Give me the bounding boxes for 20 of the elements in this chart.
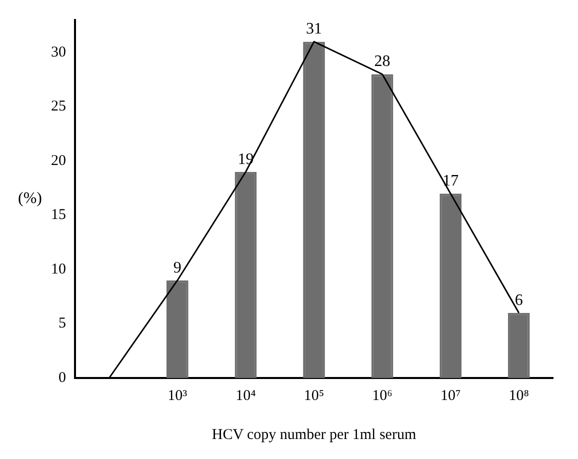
- y-tick-label: 25: [51, 98, 66, 115]
- y-tick-label: 15: [51, 207, 66, 224]
- data-label: 31: [306, 20, 322, 38]
- y-tick-label: 5: [58, 316, 66, 332]
- x-tick-label: 10⁸: [508, 388, 529, 404]
- x-tick-label: 10⁴: [236, 388, 256, 404]
- data-label: 17: [442, 172, 459, 190]
- data-label: 9: [173, 259, 182, 276]
- x-tick-label: 10⁵: [304, 388, 324, 404]
- y-tick-label: 0: [58, 370, 66, 386]
- y-tick-label: 10: [51, 261, 66, 278]
- data-label: 6: [514, 292, 523, 309]
- data-label: 28: [374, 53, 390, 70]
- x-tick-label: 10⁷: [440, 388, 461, 404]
- x-axis-title: HCV copy number per 1ml serum: [212, 426, 416, 443]
- y-tick-label: 30: [51, 44, 66, 60]
- y-axis-title: (%): [18, 190, 42, 208]
- y-tick-label: 20: [51, 152, 66, 169]
- x-tick-label: 10³: [168, 388, 188, 404]
- x-tick-label: 10⁶: [372, 388, 392, 404]
